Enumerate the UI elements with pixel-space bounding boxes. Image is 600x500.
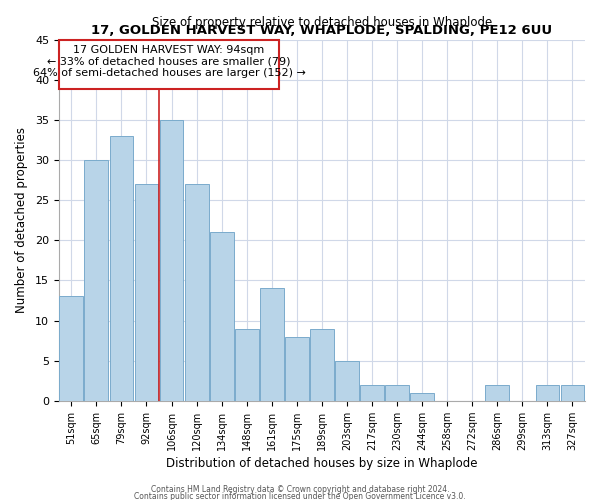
Bar (160, 120, 184, 401)
Bar (210, 232, 233, 401)
Bar (310, 328, 334, 401)
Text: Size of property relative to detached houses in Whaplode: Size of property relative to detached ho… (152, 16, 492, 28)
Text: Contains public sector information licensed under the Open Government Licence v3: Contains public sector information licen… (134, 492, 466, 500)
FancyBboxPatch shape (59, 40, 279, 90)
Bar (235, 328, 259, 401)
Bar (560, 385, 584, 401)
Bar (59, 296, 83, 401)
Y-axis label: Number of detached properties: Number of detached properties (15, 127, 28, 313)
Bar (185, 184, 209, 401)
Bar (110, 136, 133, 401)
Text: Contains HM Land Registry data © Crown copyright and database right 2024.: Contains HM Land Registry data © Crown c… (151, 485, 449, 494)
Bar (410, 393, 434, 401)
Text: ← 33% of detached houses are smaller (79): ← 33% of detached houses are smaller (79… (47, 56, 291, 66)
Bar (485, 385, 509, 401)
Text: 17 GOLDEN HARVEST WAY: 94sqm: 17 GOLDEN HARVEST WAY: 94sqm (73, 45, 265, 55)
Bar (385, 385, 409, 401)
Bar (260, 288, 284, 401)
Bar (85, 160, 108, 401)
Bar (335, 360, 359, 401)
Bar (360, 385, 384, 401)
Text: 64% of semi-detached houses are larger (152) →: 64% of semi-detached houses are larger (… (32, 68, 305, 78)
X-axis label: Distribution of detached houses by size in Whaplode: Distribution of detached houses by size … (166, 457, 478, 470)
Bar (536, 385, 559, 401)
Bar (134, 184, 158, 401)
Bar (285, 336, 309, 401)
Title: 17, GOLDEN HARVEST WAY, WHAPLODE, SPALDING, PE12 6UU: 17, GOLDEN HARVEST WAY, WHAPLODE, SPALDI… (91, 24, 553, 37)
